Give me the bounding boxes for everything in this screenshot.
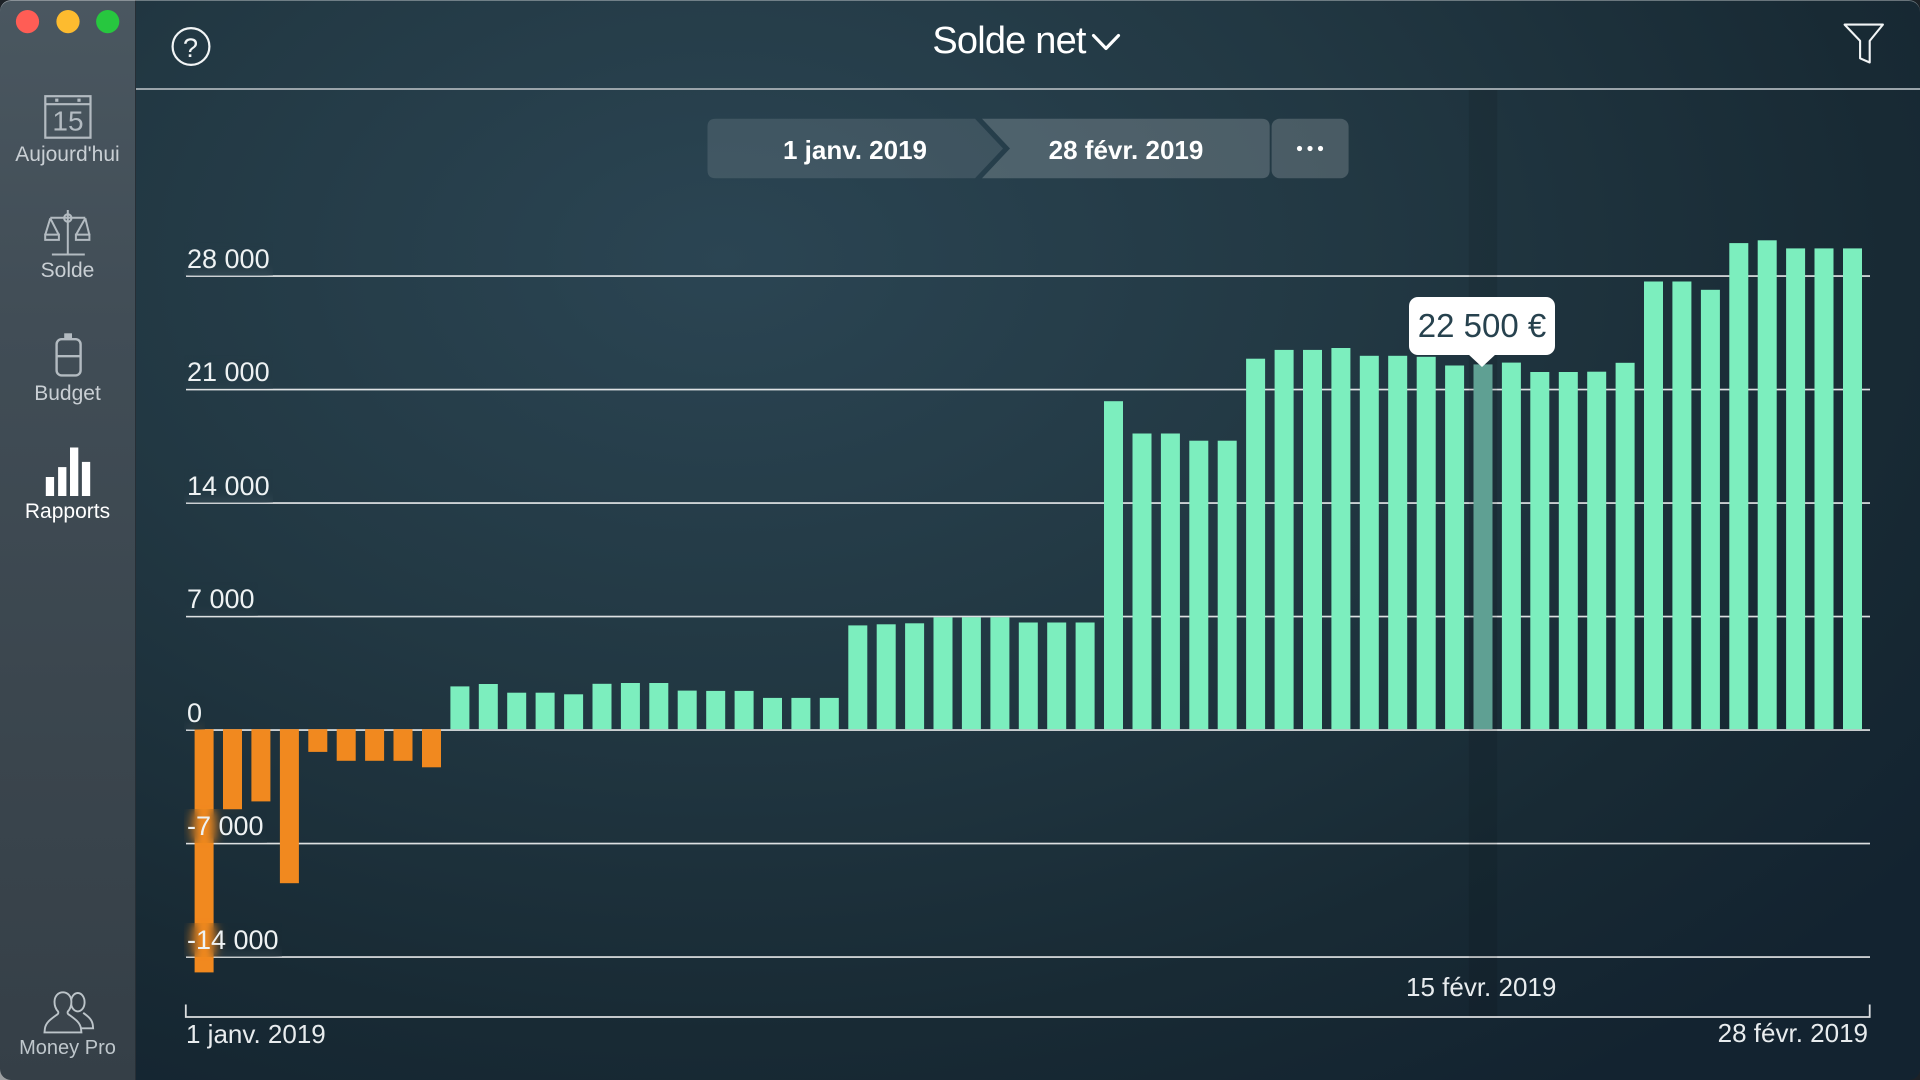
svg-text:15: 15 [52, 106, 83, 137]
